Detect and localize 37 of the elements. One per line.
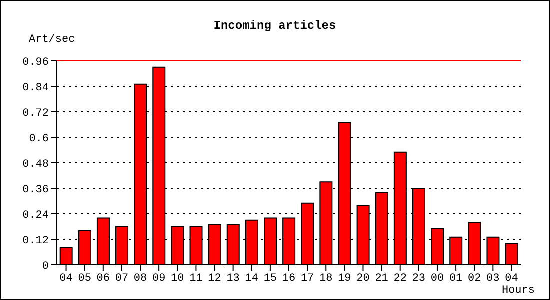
y-tick-label: 0.72	[22, 108, 49, 120]
x-tick-label: 16	[282, 272, 296, 285]
x-tick-label: 07	[115, 272, 129, 285]
x-tick-label: 11	[190, 272, 204, 285]
x-tick-label: 12	[208, 272, 222, 285]
x-tick-label: 19	[338, 272, 352, 285]
y-tick-label: 0.48	[22, 158, 49, 171]
x-tick-label: 15	[264, 272, 278, 285]
y-axis-title: Art/sec	[29, 34, 76, 46]
y-tick-label: 0.24	[22, 210, 50, 222]
x-tick-label: 20	[356, 272, 370, 285]
y-tick-label: 0.6	[29, 133, 49, 146]
x-tick-label: 22	[394, 272, 407, 285]
x-tick-label: 23	[412, 272, 426, 285]
y-tick-label: 0.84	[22, 82, 50, 94]
x-tick-label: 01	[449, 272, 464, 285]
x-tick-label: 14	[245, 272, 259, 285]
x-tick-label: 17	[300, 272, 314, 285]
x-tick-label: 10	[171, 272, 184, 285]
x-tick-label: 21	[375, 272, 389, 285]
y-tick-label: 0.12	[22, 235, 49, 248]
x-tick-label: 09	[152, 272, 166, 285]
x-tick-label: 03	[486, 272, 500, 285]
x-tick-label: 13	[226, 272, 240, 285]
x-tick-label: 04	[60, 272, 74, 285]
x-tick-label: 00	[430, 272, 444, 285]
x-tick-label: 05	[78, 272, 92, 285]
x-tick-label: 06	[96, 272, 110, 285]
y-tick-label: 0.36	[22, 184, 49, 196]
chart-title: Incoming articles	[212, 19, 338, 33]
y-tick-label: 0	[42, 260, 49, 273]
x-axis-title: Hours	[502, 285, 535, 297]
y-tick-label: 0.96	[22, 56, 49, 69]
x-tick-label: 04	[505, 272, 519, 285]
x-tick-label: 18	[320, 272, 333, 285]
x-tick-label: 02	[468, 272, 482, 285]
x-tick-label: 08	[134, 272, 148, 285]
